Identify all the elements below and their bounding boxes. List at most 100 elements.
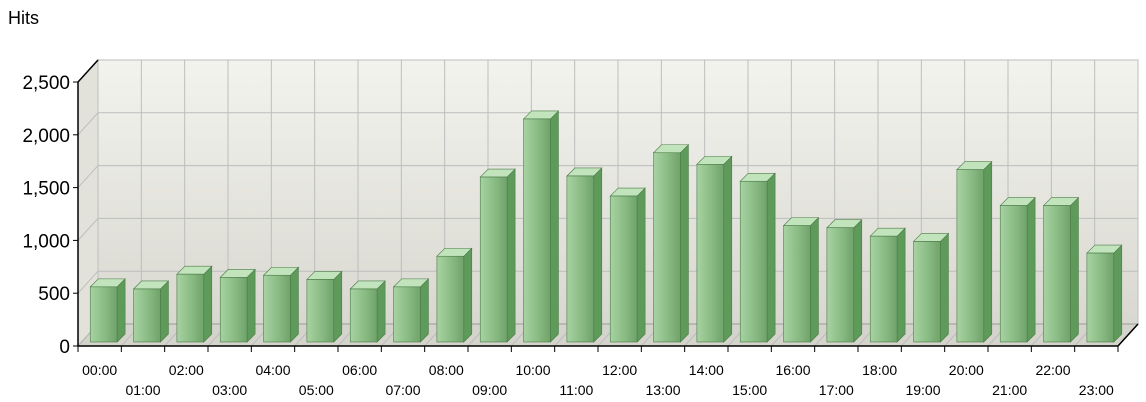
bar-front (566, 175, 595, 343)
x-tick-label: 03:00 (212, 382, 247, 398)
bar-front (263, 274, 291, 343)
bar (132, 280, 170, 343)
bar (869, 227, 906, 343)
bar-front (219, 277, 248, 343)
bar (826, 219, 863, 343)
bar-side (246, 268, 256, 343)
bar-side (766, 172, 776, 343)
bar-side (723, 155, 733, 343)
bar-side (333, 270, 343, 343)
bar (566, 167, 603, 343)
bar-front (393, 286, 421, 343)
y-axis-title: Hits (8, 8, 39, 28)
x-tick-label: 19:00 (905, 382, 940, 398)
bar (912, 232, 950, 343)
x-tick-label: 18:00 (862, 362, 897, 378)
bar-front (1086, 252, 1115, 343)
y-tick-label: 500 (38, 284, 70, 305)
bar (306, 270, 343, 343)
bar-front (739, 180, 768, 343)
bar-side (1026, 196, 1036, 343)
bar-side (420, 278, 429, 343)
bar (522, 110, 560, 343)
bar-front (436, 255, 465, 343)
bar (219, 268, 256, 343)
bar-side (810, 216, 819, 343)
bar-front (523, 118, 551, 343)
y-tick-label: 2,500 (22, 73, 70, 94)
x-tick-label: 23:00 (1079, 382, 1114, 398)
bar-front (176, 273, 205, 343)
bar-side (1113, 244, 1123, 343)
bar-side (116, 278, 126, 343)
y-tick-label: 2,000 (22, 126, 70, 147)
bar-side (160, 280, 169, 343)
bar (262, 266, 300, 343)
x-tick-label: 00:00 (82, 362, 117, 378)
bar-front (913, 241, 941, 343)
x-tick-label: 05:00 (299, 382, 334, 398)
bar-front (653, 152, 681, 343)
x-tick-label: 09:00 (472, 382, 507, 398)
bar-side (940, 232, 949, 343)
x-tick-label: 20:00 (949, 362, 984, 378)
bar-front (783, 225, 811, 343)
y-tick-label: 1,500 (22, 179, 70, 200)
x-tick-label: 01:00 (125, 382, 160, 398)
bar-side (853, 219, 863, 343)
bar (609, 187, 646, 343)
bar (89, 278, 126, 343)
bar-side (550, 110, 559, 343)
bar (349, 280, 386, 343)
bar (436, 247, 473, 343)
x-tick-label: 04:00 (255, 362, 290, 378)
x-tick-label: 06:00 (342, 362, 377, 378)
bar (1086, 244, 1123, 343)
y-tick-label: 0 (59, 337, 70, 358)
bar-front (956, 169, 985, 343)
x-tick-label: 22:00 (1035, 362, 1070, 378)
bar-front (306, 279, 335, 343)
x-tick-label: 07:00 (385, 382, 420, 398)
bar (696, 155, 733, 343)
bar (782, 216, 820, 343)
bar-front (89, 286, 118, 343)
bar (392, 278, 430, 343)
x-tick-label: 13:00 (645, 382, 680, 398)
bar-front (1043, 205, 1071, 343)
bar-side (290, 266, 299, 343)
x-tick-label: 15:00 (732, 382, 767, 398)
bar (956, 160, 993, 343)
bar-side (593, 167, 603, 343)
bar-side (463, 247, 473, 343)
bar (479, 168, 516, 343)
bar-side (680, 144, 689, 343)
x-tick-label: 08:00 (429, 362, 464, 378)
x-tick-label: 12:00 (602, 362, 637, 378)
bar-side (636, 187, 646, 343)
bar-side (376, 280, 386, 343)
bar (652, 144, 690, 343)
x-tick-label: 02:00 (169, 362, 204, 378)
chart-bars (89, 110, 1123, 343)
bar-front (826, 227, 855, 343)
bar (1042, 196, 1080, 343)
bar-front (999, 205, 1028, 343)
bar-side (896, 227, 906, 343)
bar-side (506, 168, 516, 343)
bar-front (133, 288, 161, 343)
bar-side (983, 160, 993, 343)
x-tick-label: 16:00 (775, 362, 810, 378)
bar-front (479, 176, 508, 343)
x-tick-label: 14:00 (689, 362, 724, 378)
y-axis-ticks: 0 500 1,000 1,500 2,000 2,500 (22, 73, 78, 358)
bar (176, 265, 213, 343)
bar-front (349, 288, 378, 343)
bar (739, 172, 776, 343)
bar-front (869, 235, 898, 343)
x-tick-label: 11:00 (559, 382, 593, 398)
bar-side (1070, 196, 1079, 343)
bar-front (696, 164, 725, 343)
y-tick-label: 1,000 (22, 231, 70, 252)
